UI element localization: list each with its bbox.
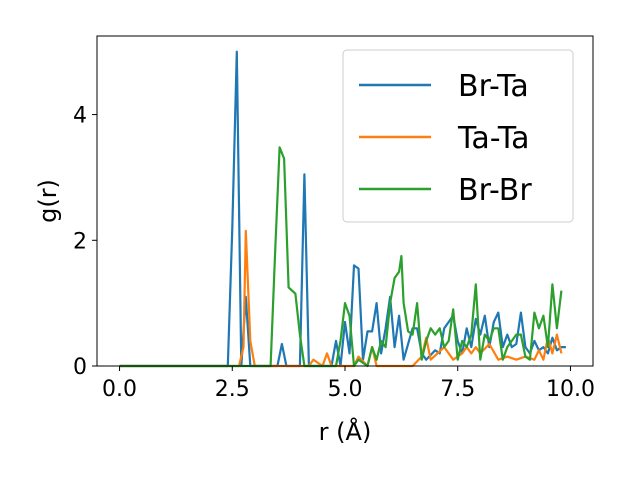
legend-box [342, 49, 574, 223]
series-line-br-br [119, 146, 563, 368]
legend-label-br-br: Br-Br [458, 173, 532, 208]
x-tick-label: 7.5 [440, 377, 475, 402]
y-axis-label: g(r) [34, 179, 62, 223]
x-axis-ticks: 0.0 2.5 5.0 7.5 10.0 [102, 366, 595, 402]
x-tick-label: 0.0 [102, 377, 137, 402]
series-layer [119, 50, 566, 368]
y-tick-label: 2 [73, 229, 87, 254]
x-tick-label: 10.0 [546, 377, 595, 402]
legend: Br-Ta Ta-Ta Br-Br [342, 49, 574, 223]
x-tick-label: 5.0 [328, 377, 363, 402]
legend-label-br-ta: Br-Ta [458, 69, 529, 104]
x-axis-label: r (Å) [319, 417, 372, 446]
x-tick-label: 2.5 [215, 377, 250, 402]
legend-label-ta-ta: Ta-Ta [457, 121, 530, 156]
y-axis-ticks: 0 2 4 [73, 104, 97, 380]
series-line-ta-ta [119, 229, 563, 368]
y-tick-label: 4 [73, 104, 87, 129]
y-tick-label: 0 [73, 355, 87, 380]
